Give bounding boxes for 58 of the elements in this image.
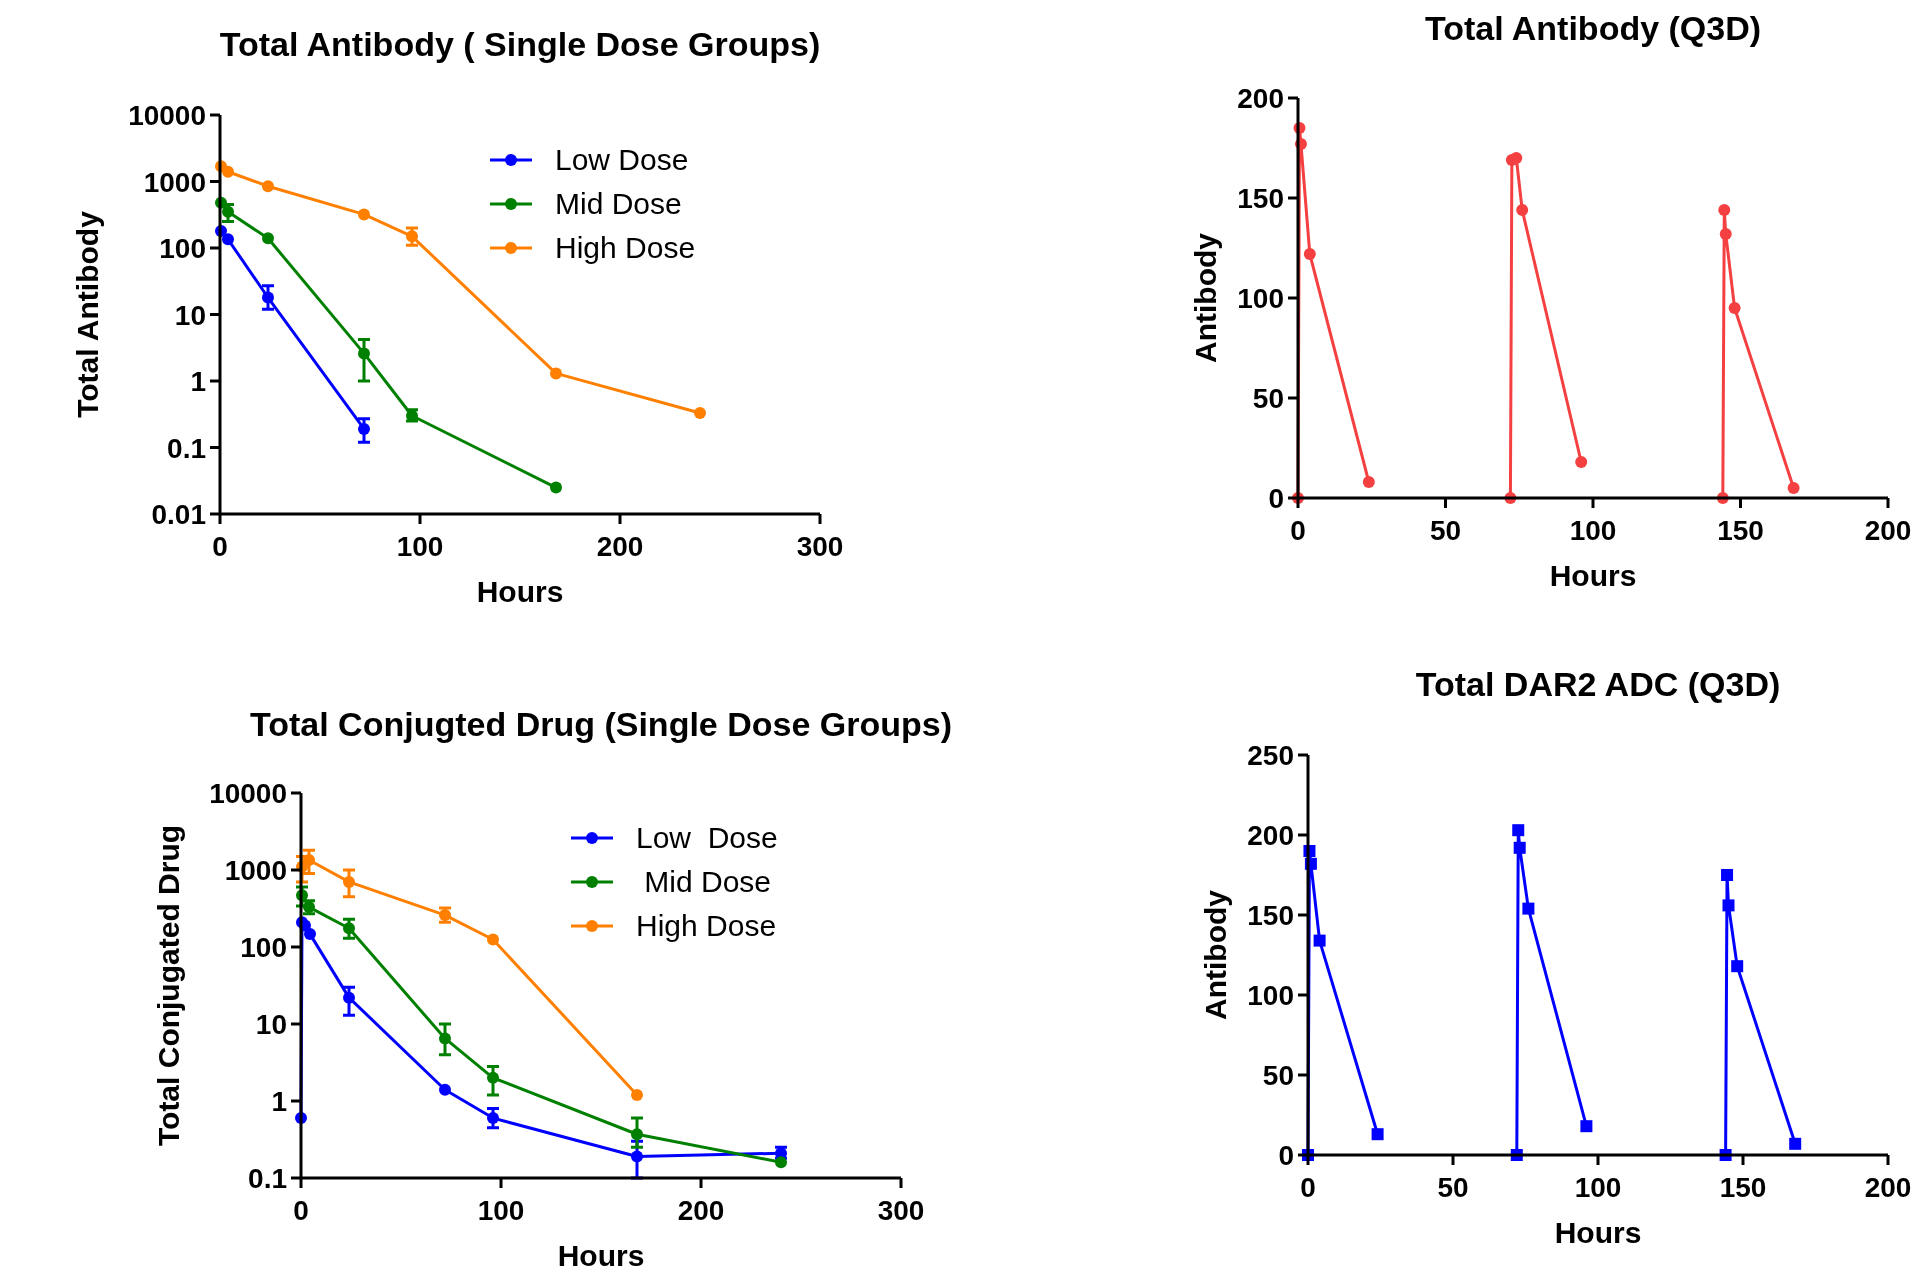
x-tick-label: 200	[1864, 515, 1912, 546]
chart-title: Total Conjugted Drug (Single Dose Groups)	[249, 705, 953, 743]
x-tick-label: 200	[1864, 1172, 1912, 1203]
y-tick-label: 0.01	[151, 499, 206, 530]
x-tick-label: 200	[596, 531, 644, 562]
y-tick-label: 100	[240, 932, 287, 963]
y-tick-label: 10000	[209, 778, 287, 809]
y-tick-label: 0	[1278, 1140, 1294, 1171]
x-tick-label: 200	[677, 1195, 725, 1226]
y-tick-label: 1000	[143, 166, 206, 198]
y-tick-label: 50	[1262, 1060, 1294, 1091]
x-tick-label: 0	[1300, 1172, 1316, 1203]
x-axis-title: Hours	[557, 1239, 645, 1272]
x-tick-label: 100	[1569, 515, 1617, 546]
y-tick-label: 10000	[128, 100, 206, 131]
x-axis-title: Hours	[476, 575, 564, 608]
chart-title: Total DAR2 ADC (Q3D)	[1415, 665, 1781, 703]
y-tick-label: 1	[190, 366, 206, 397]
y-tick-label: 0.1	[248, 1163, 287, 1194]
y-tick-label: 100	[159, 233, 206, 264]
x-tick-label: 100	[1574, 1172, 1622, 1203]
y-tick-label: 10	[255, 1009, 287, 1040]
y-axis-title: Antibody	[1189, 232, 1222, 363]
y-tick-label: 100	[1237, 283, 1284, 314]
legend-label: Mid Dose	[636, 865, 772, 898]
y-tick-label: 200	[1237, 83, 1284, 114]
y-tick-label: 250	[1247, 740, 1294, 771]
y-axis-title: Antibody	[1199, 889, 1232, 1020]
legend-label: Mid Dose	[555, 187, 682, 220]
legend-label: High Dose	[555, 231, 696, 264]
x-tick-label: 100	[477, 1195, 525, 1226]
y-tick-label: 1	[271, 1086, 287, 1117]
x-tick-label: 50	[1429, 515, 1462, 546]
x-tick-label: 100	[396, 531, 444, 562]
y-tick-label: 1000	[224, 855, 287, 886]
y-tick-label: 100	[1247, 980, 1294, 1011]
x-axis-title: Hours	[1549, 559, 1637, 592]
x-tick-label: 0	[293, 1195, 309, 1226]
x-tick-label: 150	[1717, 515, 1764, 546]
y-axis-title: Total Conjugated Drug	[152, 824, 185, 1147]
x-tick-label: 150	[1719, 1172, 1767, 1203]
y-tick-label: 0	[1268, 483, 1284, 514]
x-tick-label: 300	[877, 1195, 925, 1226]
chart-title: Total Antibody (Q3D)	[1424, 9, 1762, 47]
x-tick-label: 300	[796, 531, 844, 562]
legend-label: High Dose	[636, 909, 777, 942]
y-tick-label: 10	[174, 299, 206, 331]
y-tick-label: 50	[1252, 383, 1284, 414]
legend-label: Low Dose	[555, 143, 689, 176]
y-tick-label: 150	[1237, 183, 1284, 214]
y-tick-label: 150	[1247, 900, 1294, 931]
chart-title: Total Antibody ( Single Dose Groups)	[219, 25, 821, 63]
y-tick-label: 0.1	[167, 432, 206, 464]
y-axis-title: Total Antibody	[71, 210, 104, 418]
y-tick-label: 200	[1247, 820, 1294, 851]
legend-label: Low Dose	[636, 821, 778, 854]
x-tick-label: 50	[1437, 1172, 1469, 1203]
x-axis-title: Hours	[1554, 1216, 1642, 1249]
